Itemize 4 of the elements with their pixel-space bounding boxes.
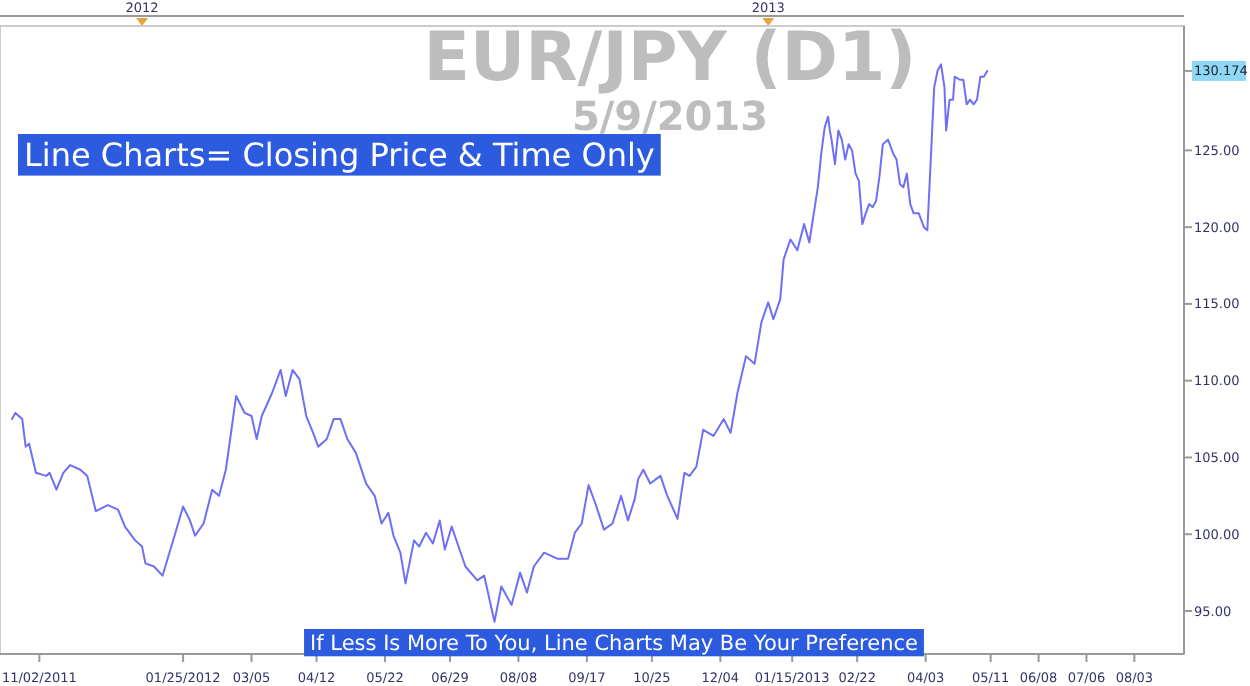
annotation: If Less Is More To You, Line Charts May Be Your Preference [310,632,918,656]
annotation: Line Charts= Closing Price & Time Only [24,136,655,174]
text: 5/9/2013 [571,92,769,140]
chart-title: EUR/JPY (D1) [423,18,917,98]
